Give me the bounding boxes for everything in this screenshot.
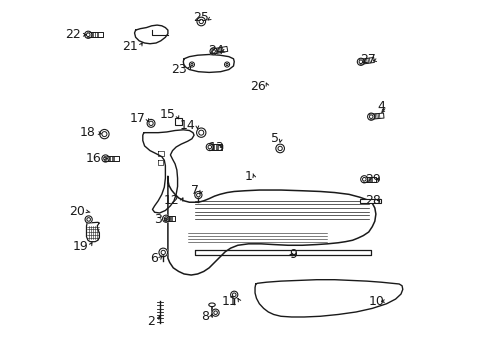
Circle shape bbox=[149, 121, 153, 126]
Bar bbox=[360, 199, 381, 203]
Circle shape bbox=[226, 63, 228, 66]
Circle shape bbox=[86, 33, 90, 37]
Circle shape bbox=[87, 218, 91, 221]
Circle shape bbox=[197, 17, 205, 26]
Circle shape bbox=[276, 144, 285, 153]
Circle shape bbox=[147, 120, 155, 127]
Circle shape bbox=[102, 155, 109, 162]
Text: 13: 13 bbox=[208, 140, 224, 153]
Circle shape bbox=[369, 115, 373, 118]
Text: 8: 8 bbox=[201, 310, 209, 324]
Circle shape bbox=[190, 62, 195, 67]
Circle shape bbox=[196, 193, 200, 197]
Circle shape bbox=[212, 309, 219, 316]
Text: 16: 16 bbox=[86, 152, 101, 165]
Polygon shape bbox=[87, 222, 99, 242]
Circle shape bbox=[206, 143, 213, 150]
Circle shape bbox=[363, 177, 366, 181]
Circle shape bbox=[163, 215, 170, 222]
Text: 25: 25 bbox=[193, 12, 209, 24]
Circle shape bbox=[159, 248, 168, 257]
Circle shape bbox=[85, 31, 92, 39]
Circle shape bbox=[199, 130, 204, 135]
Text: 12: 12 bbox=[164, 194, 180, 207]
Circle shape bbox=[161, 250, 166, 255]
Circle shape bbox=[357, 58, 365, 66]
Circle shape bbox=[231, 291, 238, 298]
Text: 5: 5 bbox=[271, 132, 279, 145]
Text: 10: 10 bbox=[369, 295, 385, 308]
Circle shape bbox=[104, 157, 107, 160]
Circle shape bbox=[199, 19, 203, 24]
Polygon shape bbox=[104, 156, 119, 161]
Text: 21: 21 bbox=[122, 40, 138, 53]
Circle shape bbox=[164, 217, 168, 221]
Circle shape bbox=[278, 146, 282, 150]
Polygon shape bbox=[166, 216, 175, 221]
Polygon shape bbox=[168, 176, 376, 275]
Polygon shape bbox=[370, 113, 384, 119]
Circle shape bbox=[361, 176, 368, 183]
Circle shape bbox=[232, 293, 236, 297]
Circle shape bbox=[196, 128, 206, 137]
Text: 24: 24 bbox=[208, 44, 224, 57]
Circle shape bbox=[85, 216, 92, 223]
Circle shape bbox=[210, 48, 217, 55]
Circle shape bbox=[214, 311, 218, 315]
Circle shape bbox=[359, 60, 363, 64]
Polygon shape bbox=[195, 250, 370, 255]
Polygon shape bbox=[364, 177, 376, 182]
Polygon shape bbox=[209, 144, 222, 149]
Text: 26: 26 bbox=[250, 80, 266, 93]
Text: 20: 20 bbox=[70, 205, 85, 218]
Polygon shape bbox=[143, 130, 194, 213]
Text: 23: 23 bbox=[171, 63, 187, 76]
Circle shape bbox=[191, 63, 193, 66]
Circle shape bbox=[368, 113, 375, 120]
Text: 18: 18 bbox=[79, 126, 96, 139]
Text: 28: 28 bbox=[365, 194, 381, 207]
Circle shape bbox=[195, 192, 202, 199]
Text: 7: 7 bbox=[192, 184, 199, 197]
Text: 27: 27 bbox=[360, 53, 376, 66]
Circle shape bbox=[208, 145, 212, 149]
Text: 3: 3 bbox=[154, 213, 162, 226]
Text: 14: 14 bbox=[180, 119, 196, 132]
Text: 11: 11 bbox=[222, 295, 238, 308]
Text: 1: 1 bbox=[245, 170, 252, 183]
Polygon shape bbox=[212, 46, 228, 54]
Bar bbox=[175, 118, 182, 126]
Polygon shape bbox=[87, 32, 103, 37]
Circle shape bbox=[224, 62, 230, 67]
Ellipse shape bbox=[209, 303, 215, 307]
Text: 4: 4 bbox=[377, 100, 385, 113]
Text: 6: 6 bbox=[150, 252, 158, 265]
Polygon shape bbox=[255, 280, 403, 317]
Circle shape bbox=[102, 132, 107, 136]
Polygon shape bbox=[183, 54, 234, 72]
Text: 29: 29 bbox=[365, 173, 381, 186]
Circle shape bbox=[100, 130, 109, 139]
Polygon shape bbox=[135, 25, 168, 44]
Text: 22: 22 bbox=[65, 28, 81, 41]
Polygon shape bbox=[360, 58, 374, 64]
Text: 17: 17 bbox=[129, 112, 146, 125]
Circle shape bbox=[212, 50, 216, 53]
Text: 19: 19 bbox=[72, 240, 88, 253]
Text: 9: 9 bbox=[289, 248, 297, 261]
Text: 2: 2 bbox=[147, 315, 155, 328]
Text: 15: 15 bbox=[159, 108, 175, 121]
